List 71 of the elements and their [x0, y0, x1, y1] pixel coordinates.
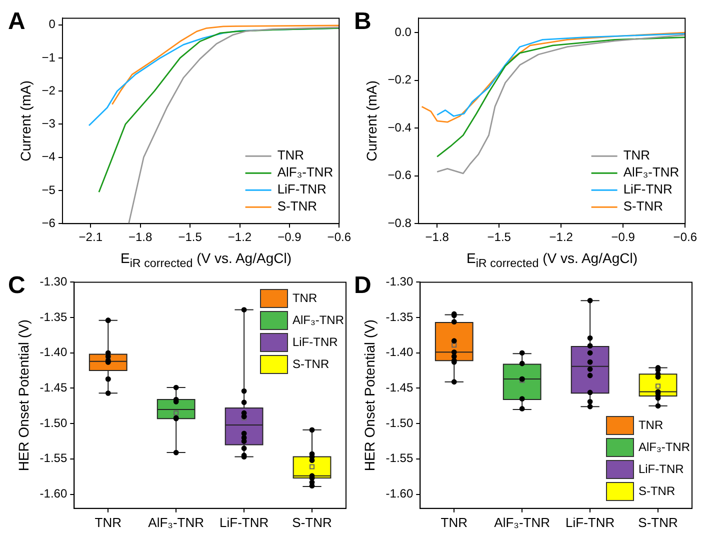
- x-tick-label: −1.2: [228, 230, 252, 244]
- y-tick-label: −1: [42, 50, 56, 64]
- x-tick-label: −0.6: [327, 230, 352, 244]
- x-tick-label: −1.8: [425, 230, 450, 244]
- x-tick-label: LiF-TNR: [566, 514, 615, 530]
- legend-label: S-TNR: [623, 198, 664, 214]
- legend-label: LiF-TNR: [277, 182, 326, 197]
- y-tick-label: -1.50: [386, 416, 414, 430]
- x-axis-title: E$_{iR corrected}$ (V vs. Ag/AgCl): [120, 249, 292, 272]
- x-tick-label: TNR: [440, 514, 468, 530]
- legend-label: LiF-TNR: [623, 182, 672, 197]
- y-tick-label: -1.55: [386, 451, 414, 466]
- y-tick-label: 0: [48, 17, 56, 32]
- y-tick-label: -1.35: [40, 310, 68, 324]
- y-tick-label: −2: [42, 83, 56, 98]
- x-tick-label: −1.5: [487, 230, 512, 244]
- x-tick-label: −0.9: [611, 230, 636, 244]
- y-tick-label: -1.30: [386, 274, 414, 289]
- x-tick-label: AlF₃-TNR: [494, 514, 550, 530]
- category-label: TNR: [638, 418, 664, 432]
- y-tick-label: −0.2: [388, 72, 412, 87]
- y-axis-title: HER Onset Potential (V): [361, 319, 378, 472]
- x-tick-label: LiF-TNR: [220, 514, 269, 530]
- legend-label: S-TNR: [277, 198, 318, 214]
- legend-label: TNR: [623, 148, 650, 163]
- x-axis-title: E$_{iR corrected}$ (V vs. Ag/AgCl): [466, 249, 638, 272]
- legend-label: TNR: [277, 148, 304, 163]
- legend-label: AlF₃-TNR: [277, 164, 334, 180]
- category-label: S-TNR: [638, 484, 676, 498]
- x-tick-label: −2.1: [78, 230, 103, 244]
- y-tick-label: −6: [42, 216, 56, 230]
- y-tick-label: 0.0: [394, 24, 412, 39]
- x-tick-label: S-TNR: [292, 514, 332, 530]
- category-label: TNR: [292, 291, 318, 306]
- y-tick-label: −4: [42, 150, 56, 164]
- category-label: LiF-TNR: [292, 335, 338, 350]
- x-tick-label: −0.9: [278, 230, 302, 244]
- category-label: S-TNR: [292, 357, 330, 372]
- y-axis-title: Current (mA): [363, 80, 380, 162]
- chart-title: A: [8, 8, 26, 36]
- legend-label: AlF₃-TNR: [623, 164, 680, 180]
- y-axis-title: Current (mA): [17, 80, 34, 162]
- category-label: LiF-TNR: [638, 462, 684, 476]
- y-tick-label: -1.60: [386, 486, 414, 501]
- x-tick-label: TNR: [94, 514, 122, 530]
- chart-title: C: [8, 272, 26, 300]
- y-tick-label: -1.40: [386, 345, 414, 360]
- y-tick-label: -1.30: [40, 274, 68, 289]
- y-tick-label: −3: [42, 116, 56, 131]
- y-tick-label: -1.40: [40, 345, 68, 360]
- x-tick-label: −1.2: [549, 230, 574, 244]
- x-tick-label: AlF₃-TNR: [148, 514, 204, 530]
- y-tick-label: -1.35: [386, 310, 414, 324]
- x-tick-label: −1.5: [178, 230, 202, 244]
- category-label: AlF₃-TNR: [292, 313, 344, 328]
- y-tick-label: -1.45: [386, 380, 414, 395]
- x-tick-label: S-TNR: [638, 514, 678, 530]
- chart-title: D: [354, 272, 372, 300]
- y-axis-title: HER Onset Potential (V): [15, 319, 32, 472]
- y-tick-label: -1.60: [40, 486, 68, 501]
- chart-title: B: [354, 8, 372, 36]
- y-tick-label: −0.6: [388, 168, 412, 182]
- x-tick-label: −0.6: [673, 230, 698, 244]
- y-tick-label: -1.45: [40, 380, 68, 395]
- y-tick-label: −5: [42, 182, 56, 197]
- y-tick-label: −0.4: [388, 120, 412, 134]
- y-tick-label: -1.55: [40, 451, 68, 466]
- category-label: AlF₃-TNR: [638, 440, 690, 454]
- x-tick-label: −1.8: [128, 230, 153, 244]
- y-tick-label: -1.50: [40, 416, 68, 430]
- y-tick-label: −0.8: [388, 216, 412, 230]
